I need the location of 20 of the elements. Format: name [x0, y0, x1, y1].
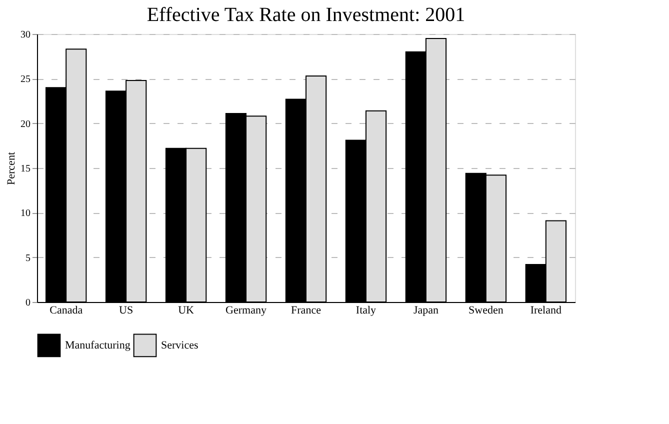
y-tick-label: 25	[20, 74, 30, 86]
y-axis-title: Percent	[6, 152, 18, 185]
x-tick-label: Germany	[226, 304, 267, 316]
x-tick-label: Italy	[356, 304, 377, 316]
y-tick-label: 5	[26, 252, 30, 264]
x-tick-label: Ireland	[530, 304, 562, 316]
x-tick-label: Sweden	[468, 304, 504, 316]
legend-label: Services	[161, 339, 198, 352]
y-tick-label: 20	[20, 118, 30, 130]
y-tick-label: 15	[20, 164, 30, 174]
x-tick-label: Canada	[50, 304, 83, 316]
x-tick-label: UK	[178, 304, 194, 316]
x-tick-label: US	[119, 304, 134, 316]
y-tick-label: 0	[26, 298, 30, 308]
x-tick-label: France	[291, 304, 322, 316]
x-tick-label: Japan	[413, 304, 439, 316]
legend-label: Manufacturing	[65, 339, 131, 352]
y-tick-label: 10	[20, 208, 30, 220]
chart-title: Effective Tax Rate on Investment: 2001	[146, 4, 466, 26]
y-tick-label: 30	[20, 30, 30, 40]
